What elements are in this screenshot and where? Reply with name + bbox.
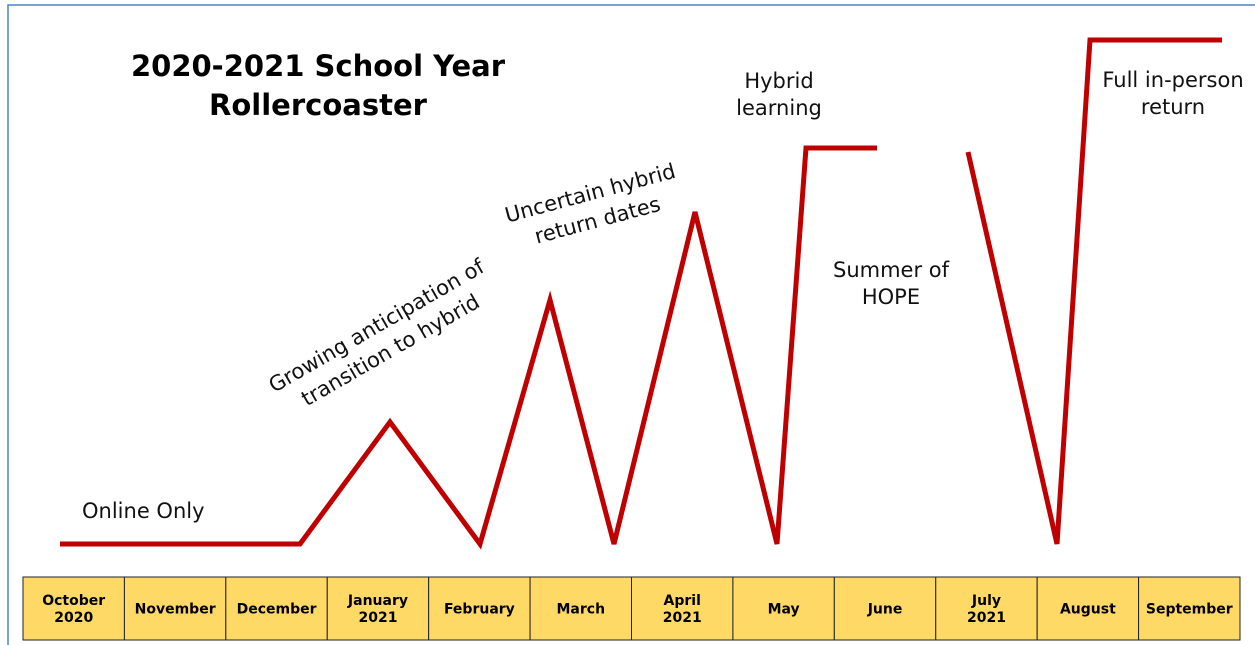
- title-group: 2020-2021 School Year Rollercoaster: [131, 49, 506, 122]
- annotation-group: Summer of HOPE: [833, 258, 950, 309]
- month-cell: [123, 576, 227, 641]
- month-label: July: [971, 593, 1001, 609]
- month-label: February: [444, 602, 515, 618]
- month-label: June: [867, 602, 903, 618]
- month-cell: [225, 576, 328, 641]
- month-label: January: [347, 593, 408, 609]
- month-label: 2021: [967, 610, 1006, 626]
- rollercoaster-line: [60, 145, 877, 550]
- annotation: return: [1141, 95, 1205, 119]
- annotation-group: Hybrid learning: [736, 69, 822, 120]
- month-cell: [935, 576, 1038, 641]
- rollercoaster-line: [965, 37, 1222, 545]
- annotation: HOPE: [862, 285, 920, 309]
- month-cell: [428, 576, 531, 641]
- month-cell: [1138, 576, 1241, 641]
- month-label: 2020: [54, 610, 93, 626]
- annotation: Online Only: [82, 499, 205, 523]
- month-cell: [529, 576, 632, 641]
- labels: 2020-2021 School Year Rollercoaster Online…: [82, 49, 1244, 523]
- month-label: 2021: [358, 610, 397, 626]
- month-label: November: [135, 602, 216, 618]
- annotation: Full in-person: [1102, 68, 1243, 92]
- annotation: Hybrid: [744, 69, 813, 93]
- month-label: October: [42, 593, 105, 609]
- month-cell: [631, 576, 734, 641]
- month-label: May: [768, 602, 800, 618]
- month-cell: [326, 576, 430, 641]
- annotation-group: Online Only: [82, 499, 205, 523]
- month-label: 2021: [663, 610, 702, 626]
- month-cell: [833, 576, 937, 641]
- annotation: Summer of: [833, 258, 950, 282]
- annotation-group: Full in-person return: [1102, 68, 1243, 119]
- title: Rollercoaster: [209, 88, 428, 122]
- month-cell: [22, 576, 125, 641]
- month-cell: [1036, 576, 1140, 641]
- month-label: September: [1146, 602, 1233, 618]
- month-label: December: [237, 602, 317, 618]
- month-label: March: [557, 602, 606, 618]
- title: 2020-2021 School Year: [131, 49, 506, 83]
- annotation: learning: [736, 96, 822, 120]
- month-label: August: [1060, 602, 1116, 618]
- month-label: April: [664, 593, 701, 609]
- frame: [7, 4, 1255, 645]
